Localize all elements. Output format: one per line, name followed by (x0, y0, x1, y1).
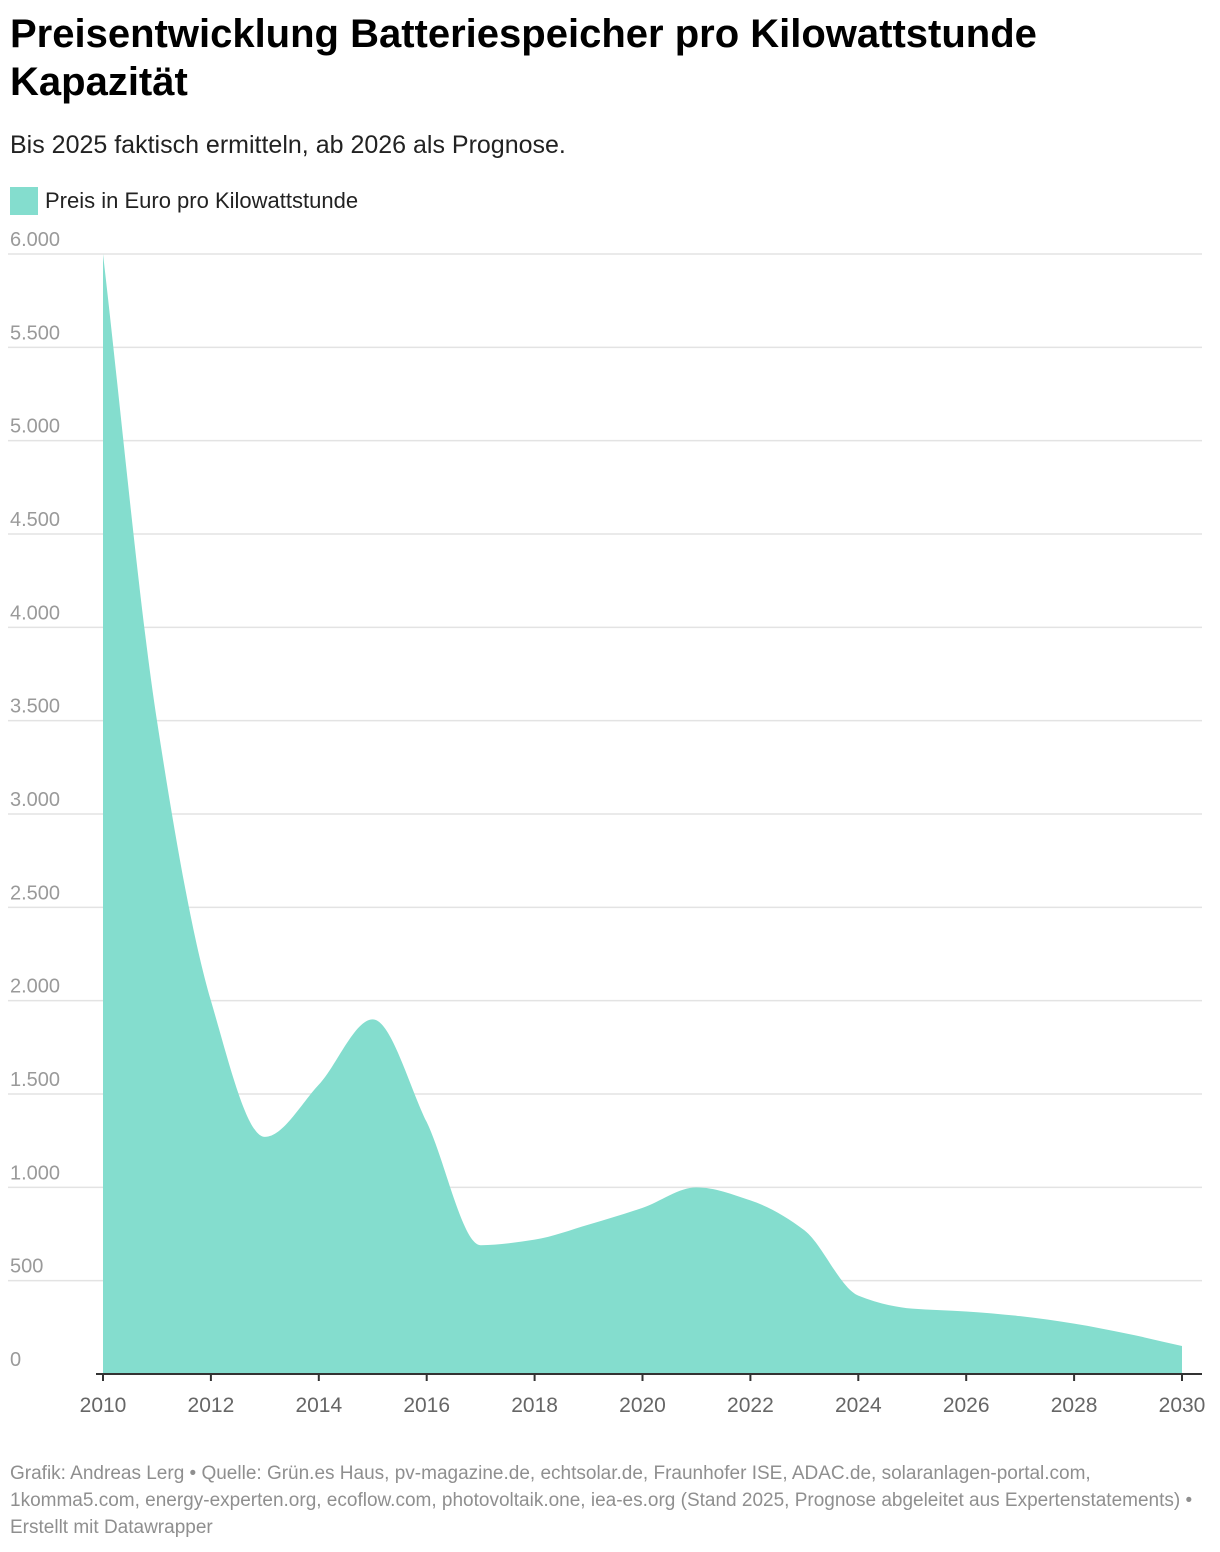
legend: Preis in Euro pro Kilowattstunde (10, 186, 358, 216)
x-tick-label: 2026 (943, 1394, 990, 1417)
y-tick-label: 1.000 (10, 1162, 60, 1184)
x-tick-label: 2030 (1159, 1394, 1206, 1417)
y-tick-label: 2.000 (10, 976, 60, 998)
x-tick-label: 2024 (835, 1394, 882, 1417)
legend-swatch (10, 187, 38, 215)
x-tick-label: 2016 (403, 1394, 450, 1417)
y-tick-label: 6.000 (10, 230, 60, 251)
x-tick-label: 2012 (188, 1394, 235, 1417)
x-axis: 2010 2012 2014 2016 2018 2020 2022 2024 2026 2028… (80, 1373, 1206, 1417)
x-tick-label: 2020 (619, 1394, 666, 1417)
y-tick-label: 1.500 (10, 1069, 60, 1091)
y-tick-label: 4.000 (10, 602, 60, 624)
x-tick-label: 2010 (80, 1394, 127, 1417)
y-tick-label: 0 (10, 1349, 21, 1371)
y-tick-label: 5.000 (10, 416, 60, 438)
x-tick-label: 2018 (511, 1394, 558, 1417)
area-series (103, 254, 1182, 1374)
chart-area: 0 500 1.000 1.500 2.000 2.500 3.000 3.500 4.000 4… (8, 230, 1206, 1417)
y-tick-label: 3.000 (10, 789, 60, 811)
area-series-price (103, 254, 1182, 1374)
y-axis-ticks: 0 500 1.000 1.500 2.000 2.500 3.000 3.500 4.000 4… (10, 230, 60, 1371)
legend-label: Preis in Euro pro Kilowattstunde (45, 188, 359, 213)
x-tick-label: 2022 (727, 1394, 774, 1417)
chart-footer: Grafik: Andreas Lerg • Quelle: Grün.es H… (10, 1463, 1193, 1538)
chart-subtitle: Bis 2025 faktisch ermitteln, ab 2026 als… (10, 131, 566, 159)
y-tick-label: 4.500 (10, 509, 60, 531)
y-tick-label: 500 (10, 1256, 43, 1278)
y-tick-label: 5.500 (10, 322, 60, 344)
y-tick-label: 2.500 (10, 882, 60, 904)
x-tick-label: 2028 (1051, 1394, 1098, 1417)
x-tick-label: 2014 (295, 1394, 342, 1417)
y-tick-label: 3.500 (10, 696, 60, 718)
chart-title: Preisentwicklung Batteriespeicher pro Ki… (10, 12, 1037, 104)
